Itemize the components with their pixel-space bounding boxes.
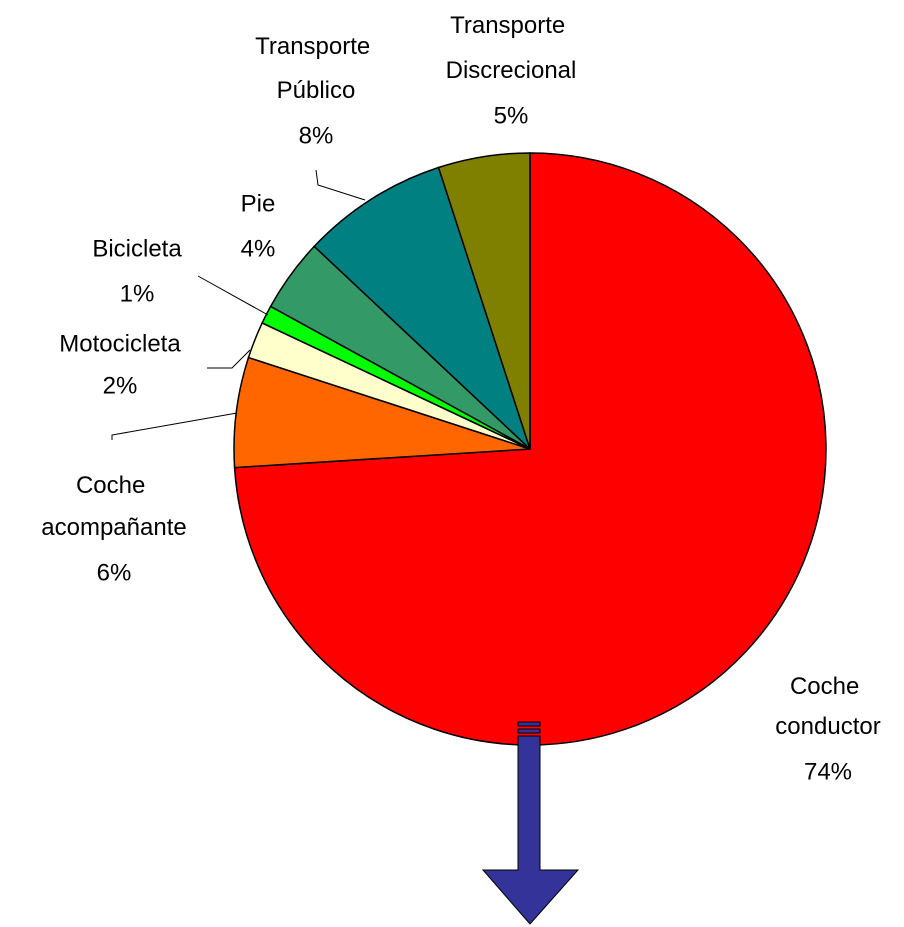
slice-value-label: 8% [299,122,334,149]
slice-label: Motocicleta [59,330,181,357]
down-arrow [481,721,580,925]
slice-label: Coche conductor [775,673,880,740]
slice-value-label: 74% [804,758,852,785]
pie-slice [313,166,531,450]
slice-label: Transporte Público [255,33,377,104]
leader-line [111,412,238,440]
slice-value-label: 5% [494,102,529,129]
slice-label: Bicicleta [92,235,182,262]
slice-label: Transporte Discrecional [446,12,577,84]
pie-slice [437,152,531,450]
slice-value-label: 4% [241,235,276,262]
leader-line [197,275,269,316]
leader-line [315,169,366,201]
slice-label: Coche acompañante [41,472,186,541]
slice-label: Pie [241,190,276,217]
slice-value-label: 6% [97,559,132,586]
slice-value-label: 2% [103,372,138,399]
leader-line [207,349,251,369]
slice-value-label: 1% [120,280,155,307]
